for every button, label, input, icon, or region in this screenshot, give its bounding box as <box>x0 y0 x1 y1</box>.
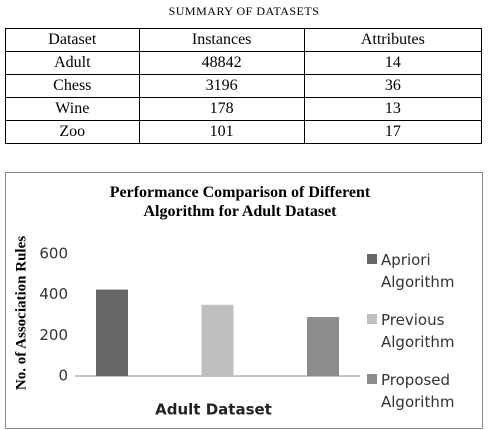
table: Dataset Instances Attributes Adult 48842 14 Ch… <box>5 28 483 144</box>
y-tick-label: 600 <box>39 245 68 263</box>
y-tick-label: 200 <box>39 326 68 344</box>
legend-label: Apriori Algorithm <box>381 251 455 291</box>
bar <box>307 317 339 376</box>
table-cell: 3196 <box>138 74 305 98</box>
table-caption: SUMMARY OF DATASETS <box>168 4 320 18</box>
chart-title: Performance Comparison of Different Algo… <box>109 184 371 220</box>
legend-label: Proposed Algorithm <box>381 371 455 411</box>
table-row: Wine 178 13 <box>5 97 483 121</box>
chart-frame <box>5 172 483 429</box>
table-cell: Attributes <box>303 28 483 52</box>
bar <box>201 304 234 376</box>
table-row: Dataset Instances Attributes <box>5 28 483 52</box>
y-tick-label: 0 <box>58 367 68 385</box>
table-cell: 101 <box>138 120 305 144</box>
legend-swatch <box>367 254 377 264</box>
table-cell: Chess <box>5 74 140 98</box>
legend-swatch <box>367 374 377 384</box>
table-cell: 178 <box>138 97 305 121</box>
table-cell: Zoo <box>5 120 140 144</box>
legend-swatch <box>367 314 377 324</box>
table-cell: Dataset <box>5 28 140 52</box>
x-tick-label: Adult Dataset <box>155 401 272 419</box>
table-row: Zoo 101 17 <box>5 120 483 144</box>
table-row: Adult 48842 14 <box>5 51 483 75</box>
y-tick-label: 400 <box>39 285 68 303</box>
table-cell: Wine <box>5 97 140 121</box>
table-cell: 17 <box>303 120 483 144</box>
y-axis-label: No. of Association Rules <box>13 236 29 390</box>
table-cell: Adult <box>5 51 140 75</box>
legend-label: Previous Algorithm <box>381 311 455 351</box>
table-cell: 13 <box>303 97 483 121</box>
bar <box>96 289 128 376</box>
